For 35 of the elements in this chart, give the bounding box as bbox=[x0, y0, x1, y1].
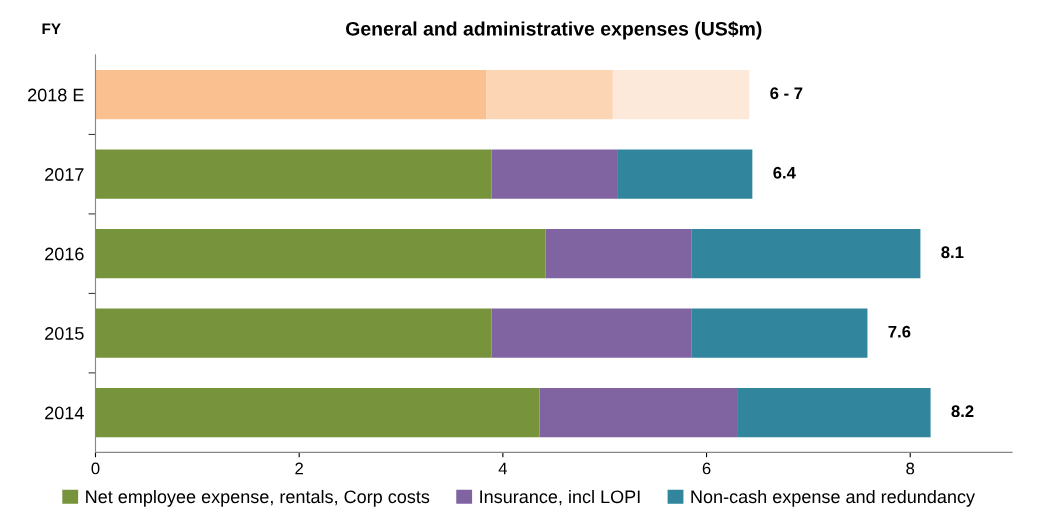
y-tick-label: 2015 bbox=[45, 327, 84, 340]
bar bbox=[691, 308, 868, 358]
bar bbox=[95, 388, 540, 438]
y-tick-label: 2018 E bbox=[28, 88, 84, 102]
x-tick-label: 4 bbox=[498, 462, 507, 475]
y-tick-label: 2016 bbox=[45, 247, 84, 261]
x-tick-label: 2 bbox=[295, 462, 303, 475]
bar bbox=[95, 70, 487, 120]
y-tick-label: 2017 bbox=[45, 168, 84, 181]
legend-label: Net employee expense, rentals, Corp costs bbox=[86, 489, 430, 507]
x-tick-label: 0 bbox=[91, 462, 100, 475]
bar bbox=[486, 70, 613, 120]
y-axis-title: FY bbox=[42, 23, 61, 34]
total-label: 6.4 bbox=[773, 166, 796, 179]
legend-label: Non-cash expense and redundancy bbox=[691, 489, 975, 507]
bar bbox=[491, 149, 618, 199]
x-tick-label: 6 bbox=[702, 462, 711, 475]
bar bbox=[545, 229, 692, 279]
bar bbox=[95, 308, 492, 358]
bar bbox=[95, 229, 546, 279]
bar bbox=[612, 70, 750, 120]
total-label: 7.6 bbox=[888, 325, 911, 338]
x-tick-label: 8 bbox=[906, 462, 915, 475]
total-label: 8.1 bbox=[941, 246, 964, 259]
bar bbox=[491, 308, 692, 358]
bar bbox=[737, 388, 931, 438]
bar bbox=[539, 388, 738, 438]
total-label: 8.2 bbox=[951, 405, 974, 418]
chart-title: General and administrative expenses (US$m) bbox=[346, 21, 762, 40]
total-label: 6 - 7 bbox=[770, 87, 803, 100]
bar bbox=[95, 149, 492, 199]
bar bbox=[617, 149, 753, 199]
legend-label: Insurance, incl LOPI bbox=[480, 489, 640, 506]
y-tick-label: 2014 bbox=[45, 406, 84, 420]
bar bbox=[691, 229, 921, 279]
